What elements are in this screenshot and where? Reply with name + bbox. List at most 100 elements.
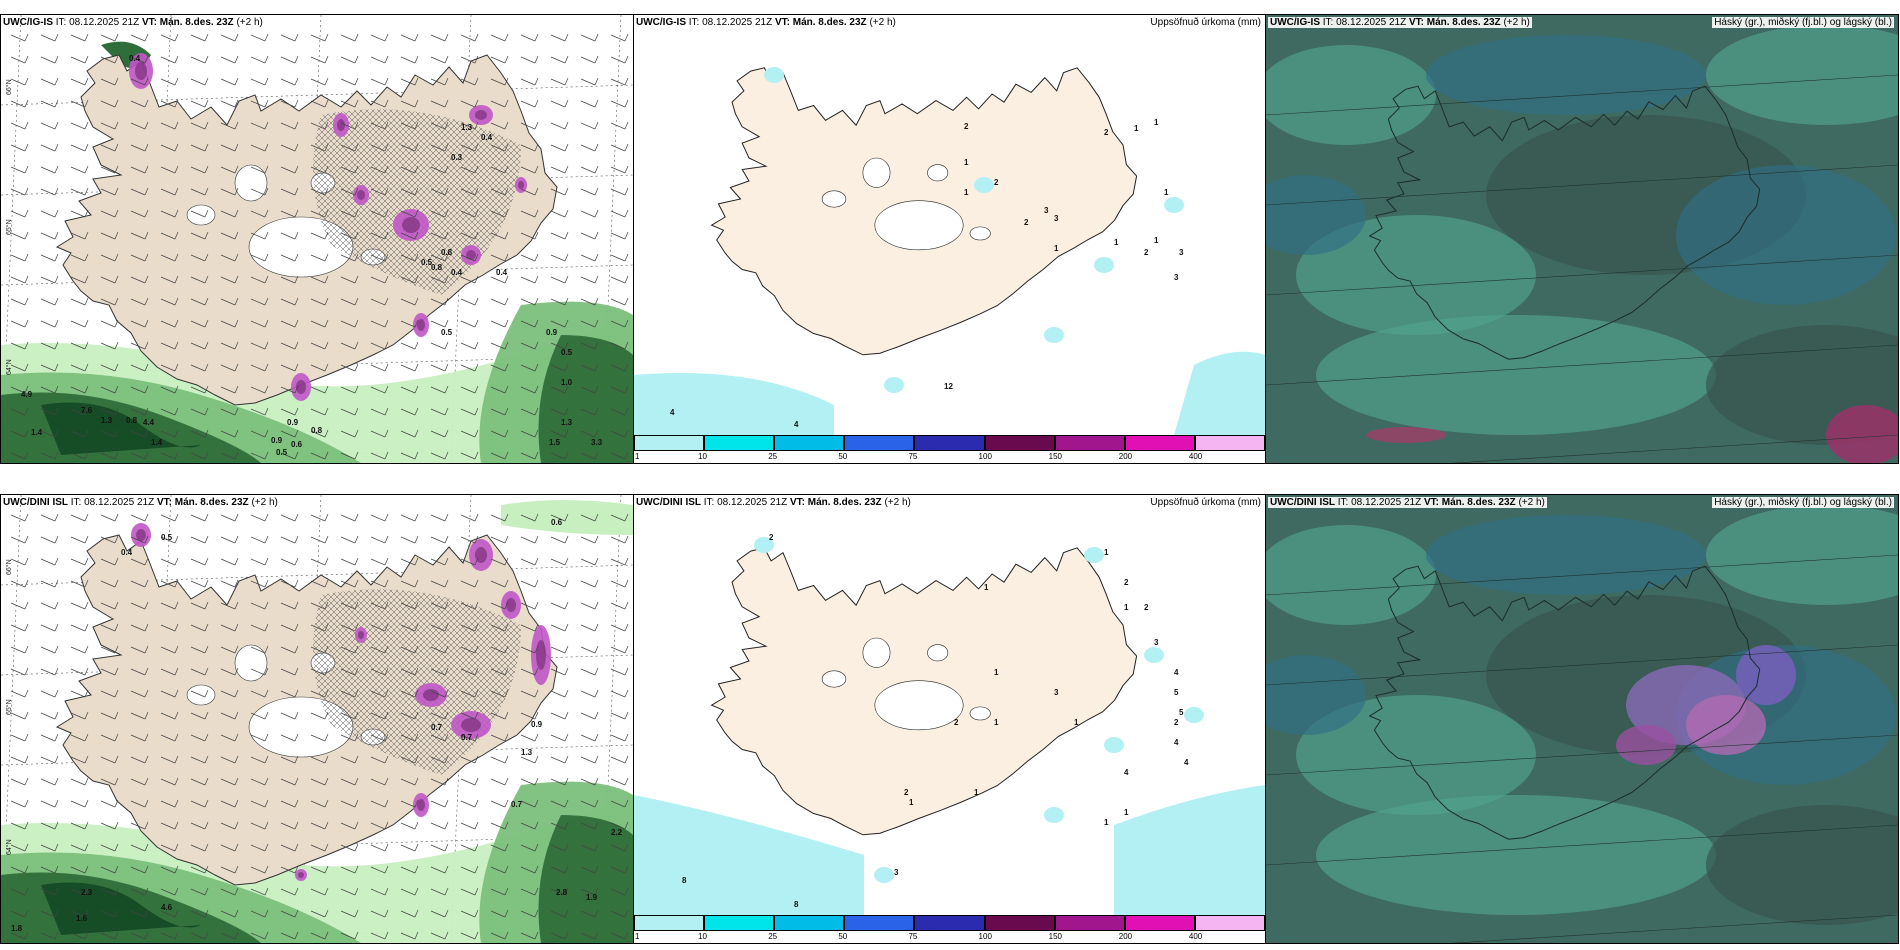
model-name: UWC/DINI ISL bbox=[3, 497, 68, 508]
wind-barb bbox=[160, 363, 179, 372]
precip-value-label: 1 bbox=[1164, 188, 1169, 197]
wind-barb bbox=[100, 341, 119, 350]
precip-shading bbox=[501, 500, 633, 535]
wind-barb bbox=[490, 121, 509, 130]
precip-value-label: 0.4 bbox=[496, 268, 508, 277]
wind-barb bbox=[10, 363, 29, 372]
wind-barb bbox=[190, 231, 209, 240]
model-name: UWC/DINI ISL bbox=[1270, 497, 1335, 508]
wind-barb bbox=[400, 121, 419, 130]
wind-barb bbox=[70, 429, 89, 438]
wind-barb bbox=[460, 579, 479, 588]
wind-barb bbox=[220, 121, 239, 130]
wind-barb bbox=[370, 99, 389, 108]
wind-barb bbox=[400, 513, 419, 522]
wind-barb bbox=[160, 77, 179, 86]
wind-barb bbox=[10, 143, 29, 152]
wind-barb bbox=[610, 341, 629, 350]
wind-barb bbox=[370, 557, 389, 566]
wind-barb bbox=[190, 579, 209, 588]
wind-barb bbox=[70, 341, 89, 350]
wind-barb bbox=[40, 799, 59, 808]
wind-barb bbox=[220, 165, 239, 174]
wind-barb bbox=[340, 535, 359, 544]
wind-barb bbox=[250, 165, 269, 174]
wind-barb bbox=[580, 865, 599, 874]
wind-barb bbox=[10, 209, 29, 218]
wind-barb bbox=[460, 711, 479, 720]
wind-barb bbox=[580, 601, 599, 610]
wind-barb bbox=[340, 601, 359, 610]
glacier bbox=[821, 670, 847, 688]
precip-blob bbox=[1144, 647, 1164, 663]
wind-barb bbox=[430, 165, 449, 174]
wind-barb bbox=[310, 121, 329, 130]
wind-barb bbox=[100, 601, 119, 610]
wind-barb bbox=[610, 777, 629, 786]
wind-barb bbox=[340, 865, 359, 874]
wind-barb bbox=[40, 865, 59, 874]
wind-barb bbox=[520, 209, 539, 218]
precip-blob-core bbox=[506, 598, 516, 612]
wind-barb bbox=[430, 253, 449, 262]
wind-barb bbox=[130, 821, 149, 830]
wind-barb bbox=[550, 451, 569, 460]
wind-barb bbox=[280, 451, 299, 460]
precip-value-label: 2 bbox=[1144, 603, 1149, 612]
precip-area bbox=[1174, 351, 1265, 435]
wind-barb bbox=[250, 187, 269, 196]
precip-shading bbox=[538, 815, 633, 943]
wind-barb bbox=[250, 143, 269, 152]
wind-barb bbox=[400, 231, 419, 240]
wind-barb bbox=[190, 821, 209, 830]
wind-barb bbox=[430, 513, 449, 522]
wind-barb bbox=[160, 777, 179, 786]
wind-barb bbox=[370, 77, 389, 86]
precip-value-label: 1 bbox=[909, 798, 914, 807]
wind-barb bbox=[190, 407, 209, 416]
wind-barb bbox=[550, 711, 569, 720]
wind-barb bbox=[40, 385, 59, 394]
wind-barb bbox=[160, 451, 179, 460]
wind-barb bbox=[400, 451, 419, 460]
wind-barb bbox=[10, 407, 29, 416]
wind-barb bbox=[310, 513, 329, 522]
wind-barb bbox=[310, 909, 329, 918]
wind-barb bbox=[340, 341, 359, 350]
wind-barb bbox=[220, 865, 239, 874]
wind-barb bbox=[580, 733, 599, 742]
wind-barb bbox=[160, 187, 179, 196]
wind-barb bbox=[160, 121, 179, 130]
wind-barb bbox=[550, 121, 569, 130]
wind-barb bbox=[190, 253, 209, 262]
wind-barb bbox=[310, 535, 329, 544]
wind-barb bbox=[610, 275, 629, 284]
cloud-layer bbox=[1266, 525, 1436, 625]
lead-time: (+2 h) bbox=[869, 17, 896, 28]
precip-value-label: 1 bbox=[1124, 808, 1129, 817]
wind-barb bbox=[160, 931, 179, 940]
wind-barb bbox=[460, 887, 479, 896]
wind-barb bbox=[370, 535, 389, 544]
precip-blob bbox=[1044, 807, 1064, 823]
it-label: IT: bbox=[1322, 17, 1334, 28]
wind-barb bbox=[580, 77, 599, 86]
wind-barb bbox=[160, 209, 179, 218]
wind-barb bbox=[160, 711, 179, 720]
vt-label: VT: bbox=[1408, 17, 1424, 28]
wind-barb bbox=[400, 865, 419, 874]
wind-barb bbox=[220, 535, 239, 544]
precip-value-label: 3 bbox=[1054, 214, 1059, 223]
wind-barb bbox=[460, 451, 479, 460]
precip-value-label: 1 bbox=[1154, 236, 1159, 245]
wind-barb bbox=[460, 385, 479, 394]
wind-barb bbox=[10, 187, 29, 196]
wind-barb bbox=[460, 645, 479, 654]
wind-barb bbox=[100, 755, 119, 764]
wind-barb bbox=[310, 821, 329, 830]
wind-barb bbox=[430, 407, 449, 416]
precip-value-label: 8 bbox=[794, 900, 799, 909]
wind-barb bbox=[370, 363, 389, 372]
wind-barb bbox=[340, 513, 359, 522]
graticule-line bbox=[1266, 254, 1898, 296]
